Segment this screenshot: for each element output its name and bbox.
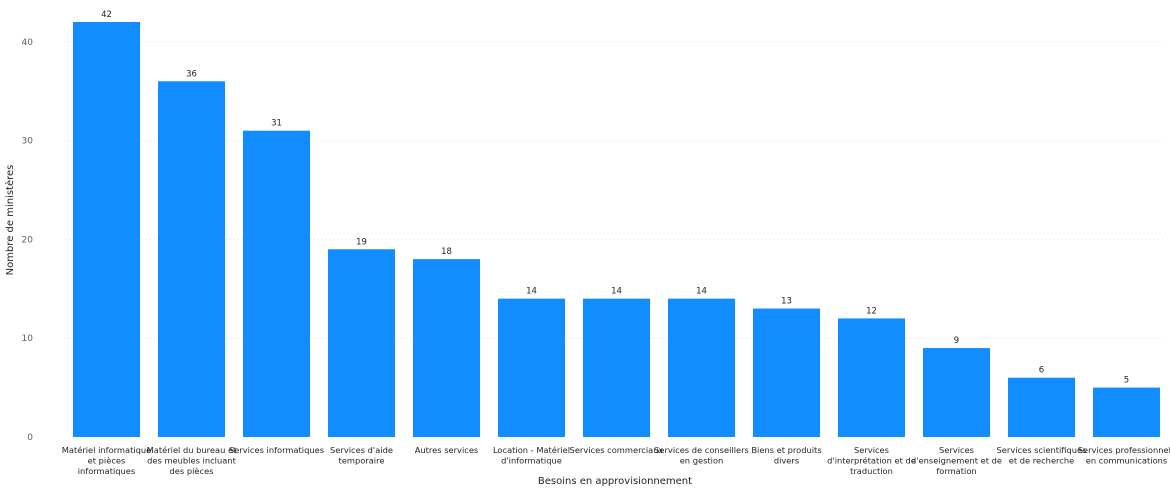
data-label: 13 [781,297,792,307]
data-label: 31 [271,119,282,129]
bar[interactable] [498,298,565,437]
data-label: 42 [101,10,112,20]
data-label: 5 [1124,376,1129,386]
x-tick-label: Services d'aide temporaire [330,445,393,466]
data-label: 9 [954,336,959,346]
bars [73,22,1160,438]
bar[interactable] [753,308,820,437]
y-tick-label: 30 [22,137,34,147]
bar[interactable] [243,130,310,437]
data-label: 14 [696,287,707,297]
y-tick-label: 20 [22,235,34,245]
bar[interactable] [73,22,140,437]
x-tick-label: Services de conseillers en gestion [654,445,749,466]
data-label: 19 [356,237,367,247]
x-tick-label: Services d'interprétation et de traduction [827,445,916,476]
data-label: 36 [186,69,197,79]
x-axis-categories: Matériel informatique et pièces informatiq… [62,445,1170,476]
bar[interactable] [838,318,905,437]
data-label: 14 [611,287,622,297]
data-label: 6 [1039,366,1044,376]
x-tick-label: Biens et produits divers [751,445,821,466]
y-axis-ticks: 0 10 20 30 40 [22,38,34,443]
x-tick-label: Matériel informatique et pièces informatiq… [62,445,152,476]
bar[interactable] [328,249,395,437]
data-label: 12 [866,306,877,316]
bar[interactable] [1008,377,1075,437]
x-tick-label: Matériel du bureau et des meubles incluan… [147,445,237,476]
y-axis-title: Nombre de ministères [4,165,16,276]
x-tick-label: Services commerciaux [570,445,664,455]
x-tick-label: Autres services [415,445,479,455]
bar[interactable] [413,259,480,437]
bar[interactable] [158,81,225,438]
y-tick-label: 10 [22,334,34,344]
bar[interactable] [583,298,650,437]
x-axis-title: Besoins en approvisionnement [538,476,692,487]
x-tick-label: Services informatiques [229,445,324,455]
bar[interactable] [923,348,990,437]
bar[interactable] [668,298,735,437]
data-labels: 42 36 31 19 18 14 14 14 13 12 9 6 5 [101,10,1129,386]
y-tick-label: 40 [22,38,34,48]
data-label: 18 [441,247,452,257]
x-tick-label: Services scientifiques et de recherche [997,445,1087,466]
x-tick-label: Location - Matériel d'informatique [493,445,570,466]
x-tick-label: Services d'enseignement et de formation [911,445,1002,476]
data-label: 14 [526,287,537,297]
x-tick-label: Services professionnels en communications [1078,445,1170,466]
y-tick-label: 0 [27,433,33,443]
bar[interactable] [1093,387,1160,437]
